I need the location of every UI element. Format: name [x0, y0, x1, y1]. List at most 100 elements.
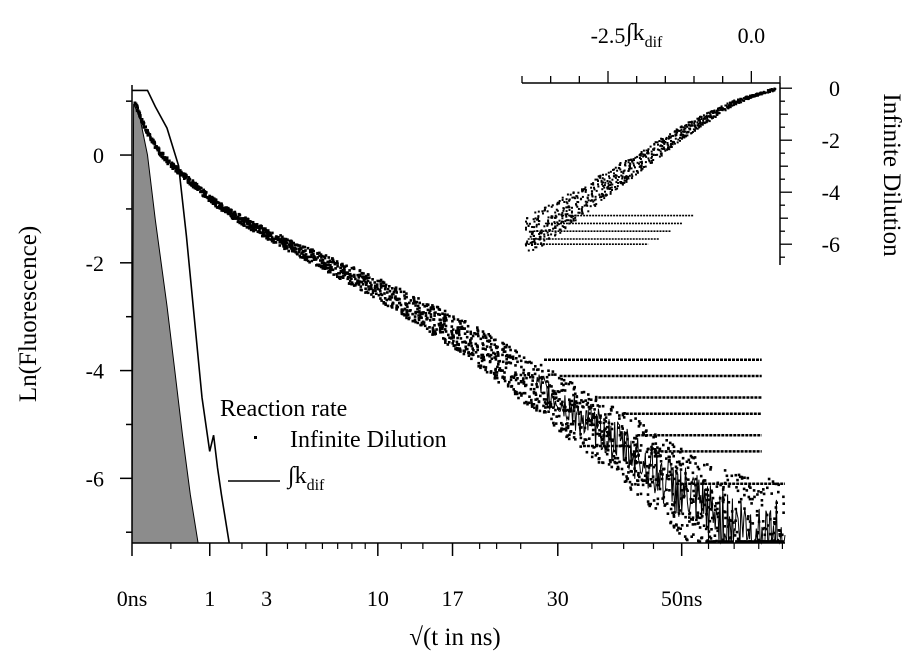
data-point [669, 521, 672, 525]
data-point [476, 326, 479, 329]
data-point [484, 368, 487, 372]
data-point [476, 348, 479, 352]
inset-point [552, 227, 555, 230]
inset-point [627, 159, 630, 162]
data-point [509, 378, 513, 382]
data-point [679, 450, 682, 454]
data-point [218, 206, 222, 210]
inset-point [599, 174, 602, 177]
data-point [148, 133, 151, 136]
inset-point [632, 162, 635, 165]
inset-point [632, 170, 635, 173]
inset-point [616, 187, 619, 190]
data-point [660, 477, 664, 481]
data-point [561, 423, 564, 427]
data-point [176, 169, 179, 173]
inset-point [724, 108, 726, 111]
data-point [470, 337, 473, 340]
data-point [394, 295, 397, 298]
data-point [703, 503, 706, 507]
data-point [180, 170, 183, 174]
data-point [405, 310, 408, 314]
data-point [328, 268, 332, 272]
inset-point [654, 154, 657, 156]
data-point [635, 434, 639, 438]
data-point [760, 499, 764, 502]
data-point [135, 104, 139, 107]
y-tick-label: -4 [86, 359, 104, 384]
data-point [381, 284, 385, 287]
data-point [376, 287, 379, 291]
inset-point [564, 213, 567, 216]
inset-point [665, 136, 668, 139]
inset-y-tick-label: 0 [829, 76, 840, 101]
inset-point [670, 142, 673, 145]
data-point [479, 337, 483, 341]
data-point [243, 224, 246, 227]
data-point [571, 422, 575, 426]
inset-point [537, 220, 540, 222]
data-point [752, 489, 756, 492]
data-point [193, 186, 197, 190]
data-point [189, 181, 192, 184]
data-point [607, 463, 611, 466]
inset-point [606, 180, 609, 182]
data-point [677, 479, 681, 483]
data-point [621, 427, 624, 430]
data-point [671, 511, 674, 515]
data-point [516, 377, 519, 380]
inset-point [627, 161, 630, 164]
data-point [378, 288, 382, 291]
inset-point [565, 201, 568, 204]
data-point [320, 254, 324, 258]
data-point [227, 212, 230, 216]
inset-point [571, 210, 573, 213]
data-point [345, 264, 348, 268]
data-point [451, 319, 454, 323]
data-point [563, 427, 566, 431]
data-point [751, 522, 755, 525]
inset-point [647, 148, 650, 151]
inset-point [580, 208, 583, 211]
inset-point [535, 246, 538, 249]
inset-point [590, 183, 593, 186]
data-point [481, 330, 485, 333]
data-point [157, 148, 161, 151]
inset-point [660, 147, 663, 150]
inset-point [644, 165, 647, 168]
data-point [398, 297, 401, 301]
data-point [481, 355, 485, 358]
inset-point [556, 209, 559, 212]
inset-point [667, 146, 669, 149]
data-point [439, 331, 442, 334]
inset-point [540, 229, 543, 232]
inset-point [559, 228, 562, 231]
data-point [737, 473, 741, 477]
data-point [303, 245, 307, 249]
data-point [520, 394, 523, 397]
data-point [647, 447, 650, 451]
data-point [751, 497, 754, 501]
data-point [492, 351, 495, 355]
data-point [237, 212, 241, 216]
inset-point [726, 102, 729, 105]
data-point [710, 540, 714, 543]
inset-point [625, 180, 628, 183]
data-point [272, 241, 275, 244]
data-point [563, 389, 567, 392]
inset-point [565, 206, 568, 209]
data-point [737, 538, 741, 541]
data-point [328, 259, 332, 263]
data-point [318, 251, 321, 255]
data-point [324, 254, 328, 257]
inset-point [579, 198, 582, 201]
data-point [561, 388, 565, 392]
inset-point [759, 93, 762, 96]
inset-point [578, 211, 581, 214]
data-point [697, 497, 701, 500]
data-point [532, 368, 535, 371]
data-point [412, 295, 415, 299]
x-tick-label: 0ns [117, 586, 148, 611]
data-point [687, 478, 690, 481]
data-point [366, 291, 370, 295]
